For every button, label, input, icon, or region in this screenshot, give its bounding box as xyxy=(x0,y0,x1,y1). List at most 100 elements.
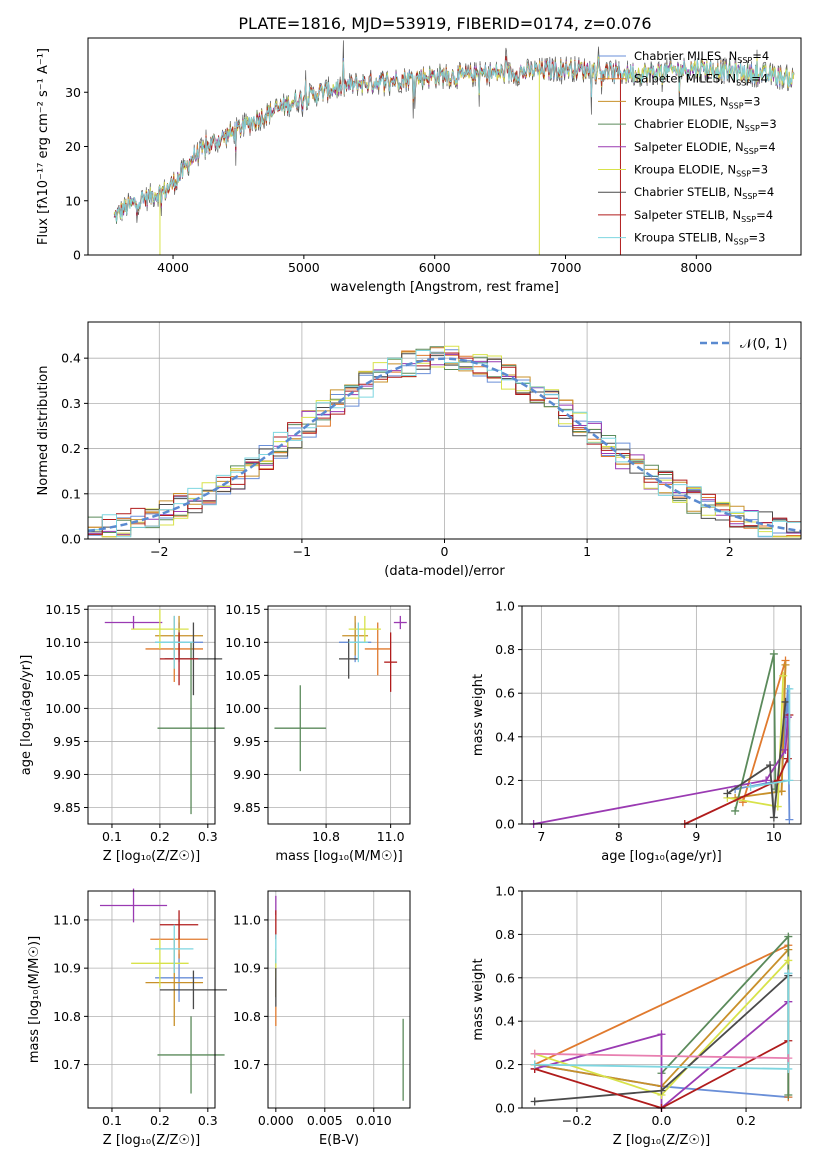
panel-spectrum: 4000 5000 6000 7000 8000 0 10 20 30 wavelength [A… xyxy=(36,37,802,295)
data-point xyxy=(364,622,391,676)
x-tick-label: 0.005 xyxy=(307,1113,343,1128)
legend-tail: =3 xyxy=(760,117,777,131)
data-point xyxy=(155,953,204,1002)
panel-weight_vs_age: 7 8 9 10 0.0 0.2 0.4 0.6 0.8 1.0 age [log₁₀(age/yr… xyxy=(471,599,802,864)
x-axis-label: Z [log₁₀(Z/Z☉)] xyxy=(103,849,200,864)
figure-title: PLATE=1816, MJD=53919, FIBERID=0174, z=0… xyxy=(238,14,651,33)
x-tick-label: −2 xyxy=(150,544,168,559)
panel-age_vs_Z: 0.1 0.2 0.3 9.85 9.90 9.95 10.00 10.05 10.10 10.1… xyxy=(19,602,225,864)
spectrum-line xyxy=(113,58,795,222)
legend-tail: =4 xyxy=(757,185,774,199)
y-tick-label: 10.15 xyxy=(45,602,81,617)
legend-tail: =4 xyxy=(759,140,776,154)
data-point xyxy=(339,639,359,679)
panel-weight_vs_Z: −0.2 0.0 0.2 0.0 0.2 0.4 0.6 0.8 1.0 Z [log₁₀(Z/Z… xyxy=(471,884,802,1148)
x-tick-label: 10.8 xyxy=(312,829,340,844)
panel-mass_vs_ebv: 0.000 0.005 0.010 10.7 10.8 10.9 11.0 E(B-V) xyxy=(233,890,411,1148)
y-tick-label: 0.2 xyxy=(61,441,81,456)
x-tick-label: 11.0 xyxy=(377,829,405,844)
y-tick-label: 20 xyxy=(65,139,81,154)
x-tick-label: 0.000 xyxy=(258,1113,294,1128)
series-marker xyxy=(785,684,794,693)
data-point xyxy=(159,970,227,1010)
y-tick-label: 0.0 xyxy=(495,1101,515,1116)
y-tick-label: 10.8 xyxy=(53,1009,81,1024)
x-tick-label: −0.2 xyxy=(562,1113,592,1128)
y-tick-label: 10.10 xyxy=(45,635,81,650)
x-tick-label: 7000 xyxy=(550,260,582,275)
data-point xyxy=(384,632,398,692)
y-tick-label: 10.00 xyxy=(225,701,261,716)
y-tick-label: 0.2 xyxy=(495,1057,515,1072)
series-marker xyxy=(784,1054,793,1063)
data-point xyxy=(348,615,381,643)
x-tick-label: 0.0 xyxy=(652,1113,672,1128)
x-tick-label: 8 xyxy=(615,829,623,844)
y-tick-label: 9.95 xyxy=(53,734,81,749)
y-tick-label: 30 xyxy=(65,85,81,100)
y-tick-label: 0.3 xyxy=(61,396,81,411)
legend-text: Kroupa ELODIE, N xyxy=(634,163,736,177)
series-line xyxy=(726,701,787,818)
series-marker xyxy=(784,1090,793,1099)
data-point xyxy=(131,939,189,988)
x-axis-label: age [log₁₀(age/yr)] xyxy=(601,849,722,864)
plot-area xyxy=(99,888,227,1094)
legend-sub: SSP xyxy=(736,79,751,88)
y-tick-label: 0.8 xyxy=(495,642,515,657)
legend-text: Chabrier ELODIE, N xyxy=(634,117,745,131)
x-tick-label: 0.010 xyxy=(356,1113,392,1128)
spectrum-line xyxy=(113,56,621,219)
x-axis-label: wavelength [Angstrom, rest frame] xyxy=(330,280,559,295)
legend-label: Kroupa ELODIE, NSSP=3 xyxy=(634,163,768,179)
series-marker xyxy=(785,815,794,824)
x-axis-label: (data-model)/error xyxy=(384,564,505,579)
x-tick-label: 6000 xyxy=(419,260,451,275)
legend-sub: SSP xyxy=(744,147,759,156)
axes-frame xyxy=(521,605,802,825)
y-tick-label: 1.0 xyxy=(495,884,515,899)
x-tick-label: 7 xyxy=(537,829,545,844)
y-tick-label: 9.90 xyxy=(233,767,261,782)
axes-frame xyxy=(267,890,411,1109)
data-point xyxy=(104,615,163,630)
y-tick-label: 10.7 xyxy=(233,1057,261,1072)
data-point xyxy=(342,615,369,656)
x-tick-label: −1 xyxy=(293,544,311,559)
legend-text: Salpeter STELIB, N xyxy=(634,208,741,222)
plot-area xyxy=(529,649,794,828)
legend-text: Salpeter ELODIE, N xyxy=(634,140,744,154)
data-point xyxy=(157,1016,225,1094)
axes-frame xyxy=(87,890,216,1109)
legend-text: Salpeter MILES, N xyxy=(634,72,736,86)
series-marker xyxy=(530,1097,539,1106)
series-marker xyxy=(784,1064,793,1073)
legend-sub: SSP xyxy=(729,101,744,110)
x-tick-label: 0.2 xyxy=(150,1113,170,1128)
x-tick-label: 0 xyxy=(441,544,449,559)
legend-tail: =4 xyxy=(752,49,769,63)
data-point xyxy=(131,609,189,649)
legend-label: Chabrier MILES, NSSP=4 xyxy=(634,49,769,65)
y-tick-label: 11.0 xyxy=(53,912,81,927)
y-tick-label: 10.9 xyxy=(53,961,81,976)
axes-frame xyxy=(267,605,411,825)
y-tick-label: 10.05 xyxy=(45,668,81,683)
series-marker xyxy=(769,649,778,658)
legend-tail: =3 xyxy=(744,94,761,108)
x-tick-label: 0.2 xyxy=(150,829,170,844)
legend-text: Kroupa STELIB, N xyxy=(634,231,734,245)
data-point xyxy=(99,888,168,923)
plot-area xyxy=(104,609,225,815)
series-marker xyxy=(530,1060,539,1069)
legend-tail: =3 xyxy=(751,163,768,177)
y-tick-label: 0.0 xyxy=(61,532,81,547)
y-tick-label: 10.10 xyxy=(225,635,261,650)
legend-label: Kroupa STELIB, NSSP=3 xyxy=(634,231,765,247)
legend-label: Chabrier ELODIE, NSSP=3 xyxy=(634,117,777,133)
series-line xyxy=(734,653,777,812)
x-axis-label: E(B-V) xyxy=(319,1133,359,1148)
plot-area xyxy=(88,345,801,538)
series-marker xyxy=(766,761,774,770)
y-tick-label: 9.95 xyxy=(233,734,261,749)
